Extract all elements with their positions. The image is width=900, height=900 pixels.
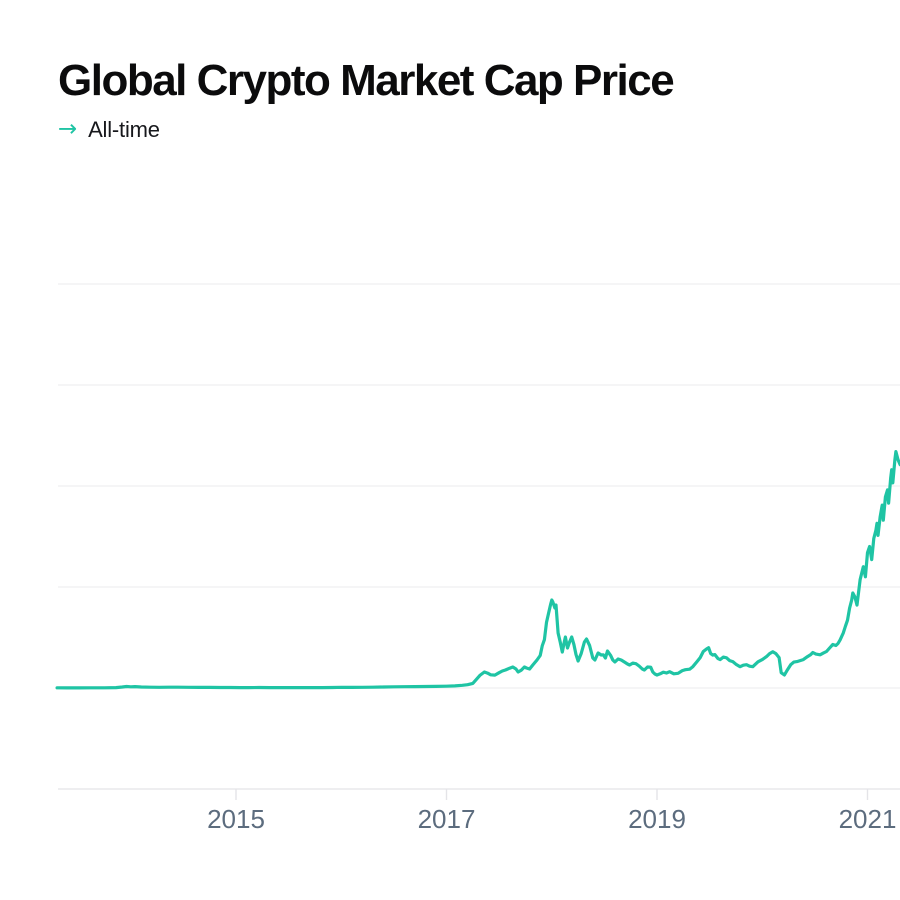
- page-title: Global Crypto Market Cap Price: [58, 56, 675, 105]
- x-axis-label-2015: 2015: [207, 804, 265, 834]
- x-axis-label-2017: 2017: [418, 804, 476, 834]
- arrow-right-icon: →: [58, 116, 78, 143]
- market-cap-line: [55, 450, 900, 690]
- x-axis-label-2021: 2021: [839, 804, 897, 834]
- chart-header: Global Crypto Market Cap Price → All-tim…: [58, 56, 675, 143]
- chart-range-caption: → All-time: [58, 117, 673, 143]
- x-axis-label-2019: 2019: [628, 804, 686, 834]
- chart-range-label: All-time: [88, 116, 160, 142]
